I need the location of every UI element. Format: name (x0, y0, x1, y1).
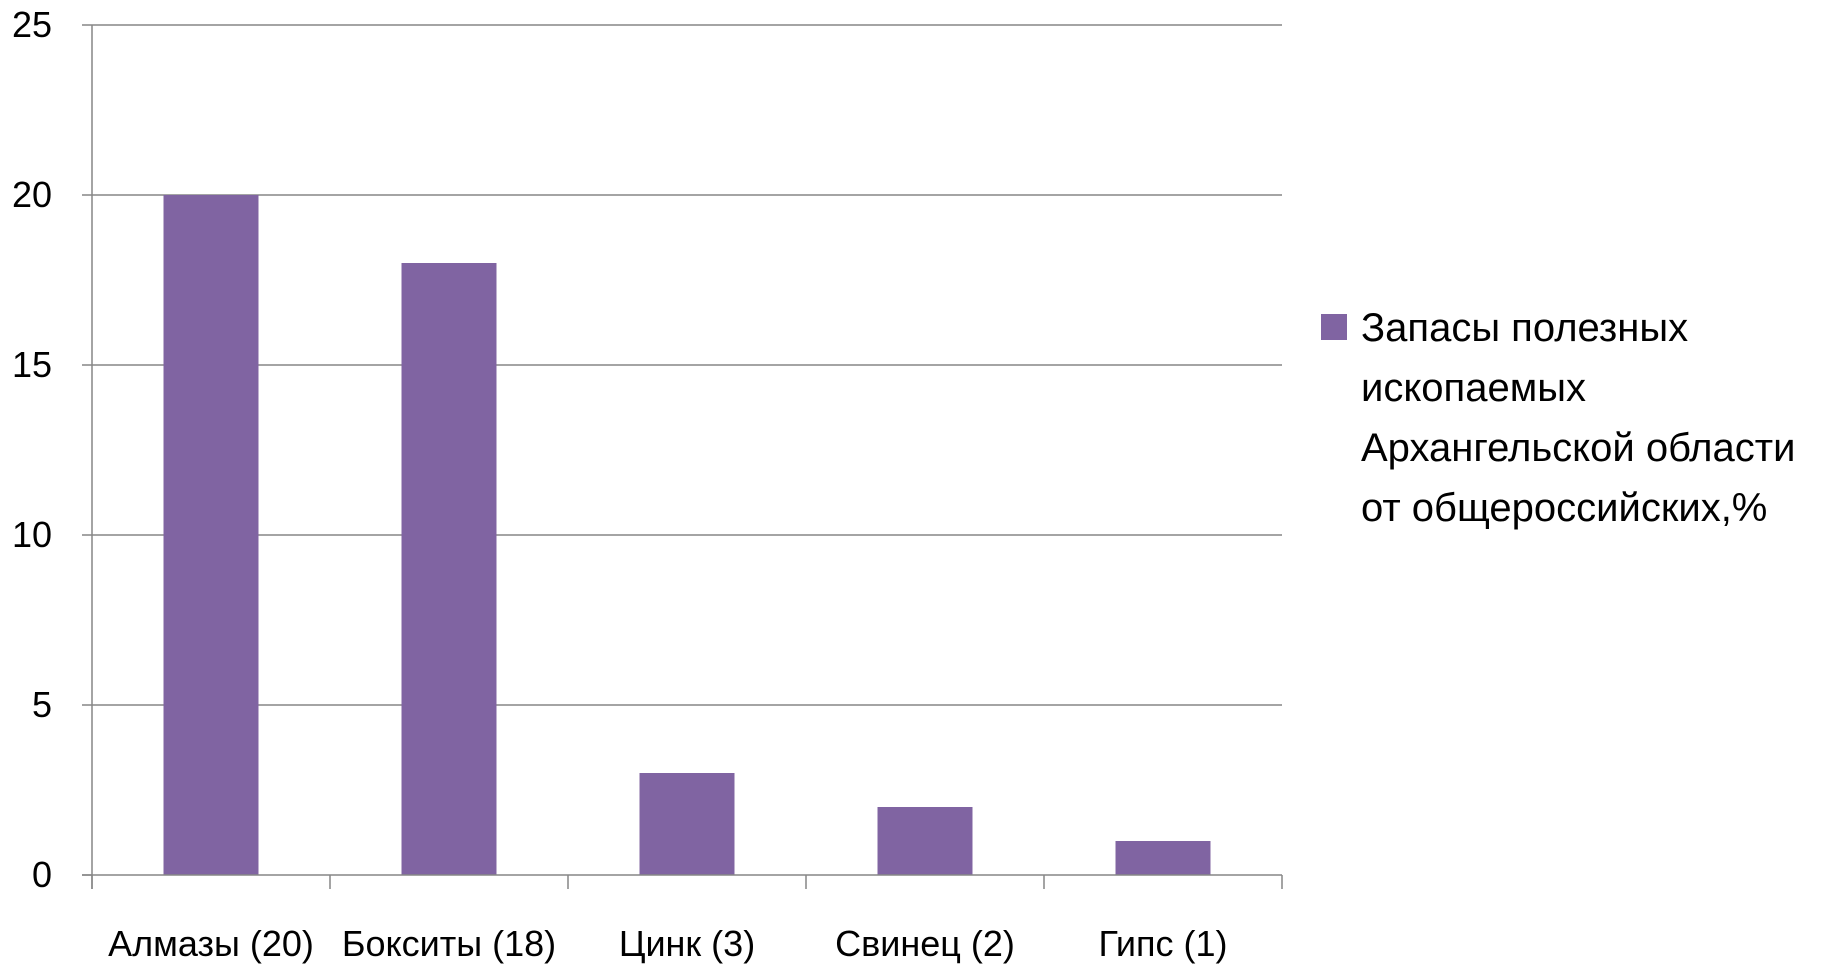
bar-2 (401, 263, 497, 875)
x-tick-label-4: Свинец (2) (835, 923, 1015, 964)
axes (82, 24, 1283, 889)
x-tick-label-1: Алмазы (20) (108, 923, 314, 964)
bar-5 (1115, 841, 1211, 875)
bar-1 (163, 195, 259, 875)
legend: Запасы полезных ископаемых Архангельской о… (1321, 306, 1795, 530)
legend-line-1: Запасы полезных (1361, 306, 1688, 350)
legend-line-3: Архангельской области (1361, 426, 1795, 470)
y-tick-label-15: 15 (12, 344, 52, 385)
x-tick-label-5: Гипс (1) (1098, 923, 1227, 964)
legend-line-4: от общероссийских,% (1361, 486, 1767, 530)
y-tick-label-0: 0 (32, 854, 52, 895)
x-tick-labels: Алмазы (20) Бокситы (18) Цинк (3) Свинец (2… (108, 923, 1227, 964)
y-tick-label-5: 5 (32, 684, 52, 725)
x-tick-label-3: Цинк (3) (619, 923, 755, 964)
gridlines (92, 24, 1282, 706)
x-tick-label-2: Бокситы (18) (342, 923, 556, 964)
bar-4 (877, 807, 973, 875)
legend-swatch (1321, 314, 1347, 340)
y-tick-label-10: 10 (12, 514, 52, 555)
bars (163, 195, 1211, 875)
y-tick-labels: 0 5 10 15 20 25 (12, 4, 52, 895)
y-tick-label-20: 20 (12, 174, 52, 215)
bar-3 (639, 773, 735, 875)
y-tick-label-25: 25 (12, 4, 52, 45)
legend-line-2: ископаемых (1361, 366, 1586, 410)
legend-label: Запасы полезных ископаемых Архангельской о… (1361, 306, 1795, 530)
